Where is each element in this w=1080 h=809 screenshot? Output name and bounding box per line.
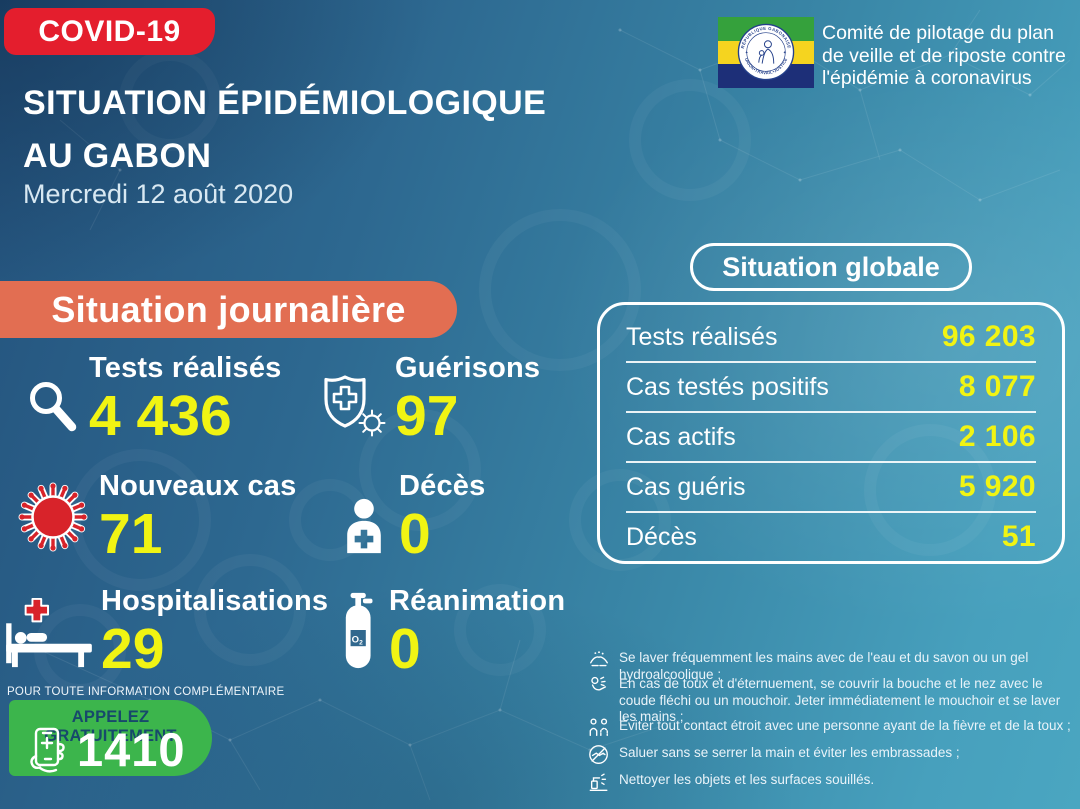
covid19-badge: COVID-19	[4, 8, 215, 55]
phone-in-hand-icon	[30, 727, 65, 773]
stat-label: Guérisons	[395, 352, 541, 384]
advice-text: Saluer sans se serrer la main et éviter …	[619, 745, 960, 760]
hotline-number: 1410	[77, 723, 186, 776]
daily-situation-title: Situation journalière	[51, 288, 406, 330]
row-value: 5 920	[958, 470, 1036, 503]
table-row: Décès 51	[626, 513, 1036, 563]
advice-text: Éviter tout contact étroit avec une pers…	[619, 718, 1071, 733]
table-row: Cas actifs 2 106	[626, 413, 1036, 463]
hotline-cta: APPELEZ GRATUITEMENT	[44, 708, 177, 745]
stat-label: Décès	[399, 470, 486, 502]
washing-hands-icon	[590, 651, 608, 667]
no-handshake-icon	[589, 745, 608, 764]
committee-line2: de veille et de riposte contre	[822, 44, 1066, 67]
row-label: Cas actifs	[626, 422, 736, 451]
republic-seal-icon: RÉPUBLIQUE GABONAISE UNION•TRAVAIL•JUSTI…	[737, 23, 795, 81]
committee-caption: Comité de pilotage du plan de veille et …	[822, 22, 1066, 90]
stat-value: 0	[389, 617, 421, 681]
row-value: 96 203	[941, 320, 1036, 353]
report-date: Mercredi 12 août 2020	[23, 179, 294, 209]
seal-figure	[758, 40, 775, 64]
stat-guerisons: Guérisons 97	[320, 352, 541, 448]
stat-value: 71	[99, 502, 163, 566]
stat-hospitalisations: Hospitalisations 29	[4, 585, 329, 681]
advice-item: En cas de toux et d'éternuement, se couv…	[588, 676, 1074, 726]
global-situation-title: Situation globale	[722, 251, 940, 282]
stat-label: Tests réalisés	[89, 352, 282, 384]
row-value: 8 077	[958, 370, 1036, 403]
row-label: Tests réalisés	[626, 322, 778, 351]
stat-deces: Décès 0	[336, 470, 486, 566]
table-row: Cas guéris 5 920	[626, 463, 1036, 513]
advice-item: Nettoyer les objets et les surfaces soui…	[588, 772, 1074, 793]
hotline-note: POUR TOUTE INFORMATION COMPLÉMENTAIRE	[7, 686, 285, 698]
advice-item: Se laver fréquemment les mains avec de l…	[588, 650, 1074, 683]
stat-value: 29	[101, 617, 165, 681]
hotline-badge: APPELEZ GRATUITEMENT 1410	[9, 700, 212, 776]
advice-item: Saluer sans se serrer la main et éviter …	[588, 745, 1074, 766]
svg-text:✦: ✦	[745, 50, 749, 55]
advice-text: En cas de toux et d'éternuement, se couv…	[619, 676, 1061, 724]
table-row: Tests réalisés 96 203	[626, 313, 1036, 363]
stat-label: Hospitalisations	[101, 585, 329, 617]
daily-situation-banner: Situation journalière	[0, 281, 457, 338]
page-title-line2: AU GABON	[23, 137, 212, 175]
oxygen-bottle-icon: O2	[345, 592, 373, 669]
svg-text:✦: ✦	[783, 50, 787, 55]
stat-tests-realises: Tests réalisés 4 436	[24, 352, 282, 448]
stat-nouveaux-cas: Nouveaux cas 71	[14, 470, 297, 566]
committee-line3: l'épidémie à coronavirus	[822, 67, 1032, 89]
stat-value: 0	[399, 502, 431, 566]
magnifier-icon	[30, 382, 77, 432]
advice-item: Éviter tout contact étroit avec une pers…	[588, 718, 1074, 739]
svg-text:O2: O2	[352, 635, 363, 647]
row-value: 51	[1001, 520, 1036, 553]
person-cross-icon	[347, 499, 381, 554]
covid19-badge-label: COVID-19	[38, 14, 181, 48]
stat-value: 4 436	[89, 384, 232, 448]
committee-line1: Comité de pilotage du plan	[822, 22, 1054, 44]
stat-label: Réanimation	[389, 585, 566, 617]
advice-text: Nettoyer les objets et les surfaces soui…	[619, 772, 875, 787]
global-situation-banner: Situation globale	[690, 243, 972, 291]
global-situation-panel: Tests réalisés 96 203 Cas testés positif…	[597, 302, 1065, 564]
hospital-bed-icon	[6, 598, 92, 668]
row-label: Cas guéris	[626, 472, 746, 501]
sneeze-elbow-icon	[591, 676, 607, 691]
gabon-flag-logo: RÉPUBLIQUE GABONAISE UNION•TRAVAIL•JUSTI…	[718, 17, 814, 88]
stat-label: Nouveaux cas	[99, 470, 297, 502]
avoid-contact-icon	[589, 718, 608, 737]
row-label: Décès	[626, 522, 697, 551]
shield-cross-virus-icon	[324, 375, 386, 437]
advice-text: Se laver fréquemment les mains avec de l…	[619, 650, 1029, 682]
page-title-line1: SITUATION ÉPIDÉMIOLOGIQUE	[23, 84, 547, 122]
clean-surfaces-icon	[589, 773, 608, 791]
table-row: Cas testés positifs 8 077	[626, 363, 1036, 413]
row-label: Cas testés positifs	[626, 372, 829, 401]
stat-value: 97	[395, 384, 459, 448]
stat-reanimation: O2 Réanimation 0	[342, 585, 566, 681]
row-value: 2 106	[958, 420, 1036, 453]
virus-icon	[18, 482, 88, 552]
